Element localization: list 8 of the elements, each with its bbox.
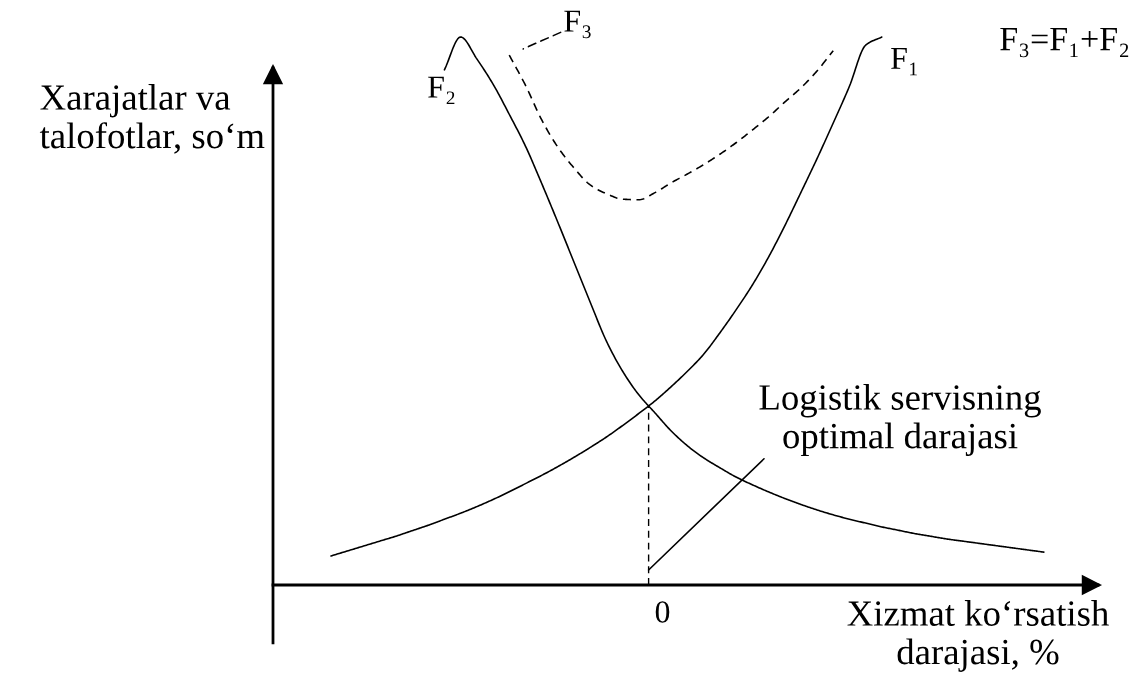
x-axis-title: Xizmat ko‘rsatish darajasi, % — [847, 600, 1109, 672]
series-label: F₂ — [428, 76, 455, 105]
annotation: F₃=F₁+F₂ — [1000, 27, 1129, 58]
annotation: Logistik servisning optimal darajasi — [759, 384, 1041, 456]
y-axis-title: Xarajatlar va talofotlar, so‘m — [39, 84, 265, 154]
text: 0 — [655, 601, 670, 623]
series-label: F₁ — [891, 47, 917, 76]
legend-label: F₃ — [564, 10, 591, 39]
